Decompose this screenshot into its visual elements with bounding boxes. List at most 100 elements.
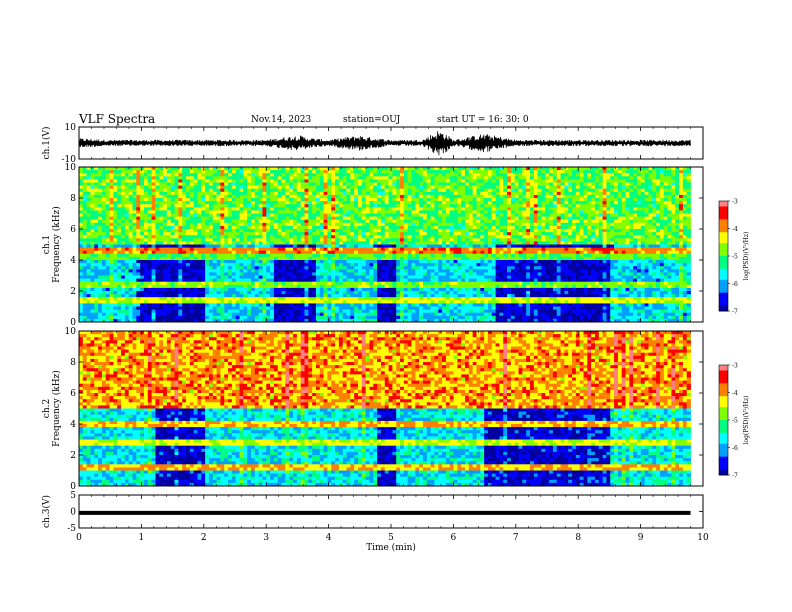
spectrogram-cell <box>342 312 347 317</box>
spectrogram-cell <box>335 284 340 289</box>
spectrogram-cell <box>411 176 416 180</box>
spectrogram-cell <box>254 300 260 304</box>
spectrogram-cell <box>239 167 244 171</box>
spectrogram-cell <box>331 241 336 245</box>
spectrogram-cell <box>426 284 432 289</box>
spectrogram-cell <box>105 315 110 320</box>
spectrogram-cell <box>136 303 141 307</box>
spectrogram-cell <box>86 173 91 177</box>
spectrogram-cell <box>426 300 432 304</box>
spectrogram-cell <box>128 191 133 196</box>
spectrogram-cell <box>235 222 240 227</box>
spectrogram-cell <box>323 219 328 224</box>
spectrogram-cell <box>82 229 88 233</box>
spectrogram-cell <box>346 182 351 186</box>
spectrogram-cell <box>285 287 290 292</box>
spectrogram-cell <box>358 167 363 171</box>
spectrogram-cell <box>136 309 141 314</box>
spectrogram-cell <box>342 191 347 196</box>
spectrogram-cell <box>189 253 195 258</box>
spectrogram-cell <box>228 318 233 323</box>
spectrogram-cell <box>319 312 325 317</box>
spectrogram-cell <box>228 232 233 236</box>
spectrogram-cell <box>201 241 206 245</box>
spectrogram-cell <box>342 315 347 320</box>
spectrogram-cell <box>365 263 370 267</box>
spectrogram-cell <box>220 306 225 310</box>
spectrogram-cell <box>79 173 84 177</box>
spectrogram-cell <box>166 284 172 289</box>
spectrogram-cell <box>186 244 191 248</box>
spectrogram-cell <box>434 241 439 245</box>
spectrogram-cell <box>300 225 305 230</box>
spectrogram-cell <box>419 198 424 202</box>
spectrogram-cell <box>247 198 252 202</box>
spectrogram-cell <box>82 188 88 193</box>
spectrogram-cell <box>193 306 198 310</box>
spectrogram-cell <box>365 219 370 224</box>
spectrogram-cell <box>419 191 424 196</box>
spectrogram-cell <box>430 222 435 227</box>
spectrogram-cell <box>193 300 198 304</box>
spectrogram-cell <box>338 235 344 239</box>
spectrogram-cell <box>117 303 122 307</box>
spectrogram-cell <box>445 232 451 236</box>
spectrogram-cell <box>430 244 435 248</box>
spectrogram-cell <box>258 213 263 217</box>
spectrogram-cell <box>377 294 382 298</box>
spectrogram-cell <box>400 263 405 267</box>
spectrogram-cell <box>228 269 233 273</box>
spectrogram-cell <box>228 194 233 199</box>
spectrogram-cell <box>396 204 401 208</box>
spectrogram-cell <box>201 272 206 276</box>
spectrogram-cell <box>319 318 325 323</box>
spectrogram-cell <box>358 176 363 180</box>
spectrogram-cell <box>117 229 122 233</box>
spectrogram-cell <box>403 222 409 227</box>
spectrogram-cell <box>140 198 145 202</box>
spectrogram-cell <box>277 250 282 255</box>
spectrogram-cell <box>121 182 126 186</box>
spectrogram-cell <box>170 256 175 261</box>
spectrogram-cell <box>258 201 263 205</box>
spectrogram-cell <box>407 173 412 177</box>
spectrogram-cell <box>79 318 84 323</box>
spectrogram-cell <box>285 294 290 298</box>
spectrogram-cell <box>426 244 432 248</box>
spectrogram-cell <box>98 210 103 214</box>
spectrogram-cell <box>331 188 336 193</box>
spectrogram-cell <box>426 312 432 317</box>
spectrogram-cell <box>281 318 286 323</box>
spectrogram-cell <box>140 309 145 314</box>
spectrogram-cell <box>266 281 271 286</box>
spectrogram-cell <box>231 198 237 202</box>
spectrogram-cell <box>377 188 382 193</box>
spectrogram-cell <box>166 263 172 267</box>
spectrogram-cell <box>422 198 428 202</box>
spectrogram-cell <box>396 250 401 255</box>
spectrogram-cell <box>216 244 221 248</box>
spectrogram-cell <box>300 201 305 205</box>
spectrogram-cell <box>342 176 347 180</box>
spectrogram-cell <box>296 188 302 193</box>
spectrogram-cell <box>346 194 351 199</box>
spectrogram-cell <box>289 198 294 202</box>
spectrogram-cell <box>82 173 88 177</box>
spectrogram-cell <box>128 256 133 261</box>
spectrogram-cell <box>113 297 118 301</box>
spectrogram-cell <box>208 263 214 267</box>
spectrogram-cell <box>354 235 359 239</box>
spectrogram-cell <box>319 309 325 314</box>
spectrogram-cell <box>304 269 309 273</box>
spectrogram-cell <box>388 272 393 276</box>
spectrogram-cell <box>262 204 267 208</box>
spectrogram-cell <box>228 210 233 214</box>
spectrogram-cell <box>338 309 344 314</box>
spectrogram-cell <box>94 213 99 217</box>
spectrogram-cell <box>422 266 428 270</box>
spectrogram-cell <box>400 278 405 283</box>
spectrogram-cell <box>426 188 432 193</box>
spectrogram-cell <box>163 315 168 320</box>
spectrogram-cell <box>98 238 103 242</box>
spectrogram-cell <box>361 256 367 261</box>
